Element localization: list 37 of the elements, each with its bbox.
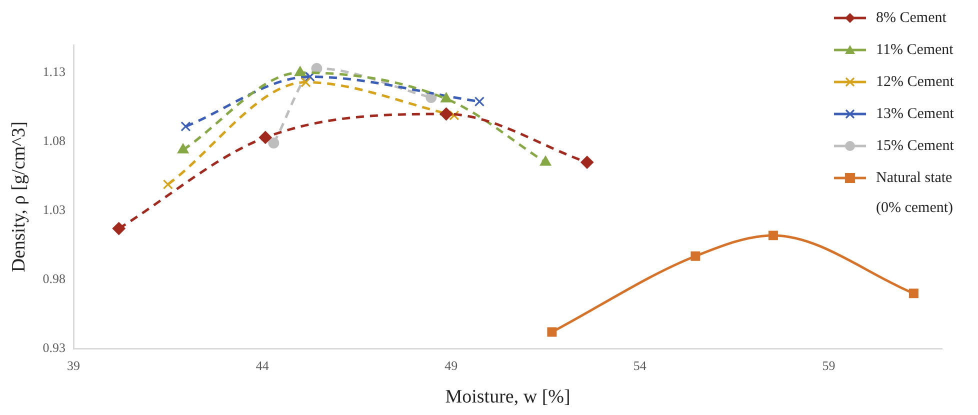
point	[768, 230, 778, 240]
legend-label: 11% Cement	[876, 41, 954, 60]
x-tick-label: 59	[822, 358, 836, 373]
point	[449, 110, 460, 120]
point	[300, 77, 311, 88]
point	[112, 222, 126, 236]
point	[162, 179, 173, 190]
x-axis-title: Moisture, w [%]	[445, 386, 570, 408]
legend-label: Natural state (0% cement)	[876, 169, 954, 218]
point	[547, 327, 557, 337]
y-tick-label: 1.13	[42, 64, 66, 80]
point	[258, 130, 272, 144]
point	[294, 66, 306, 76]
legend-label: 12% Cement	[876, 73, 954, 92]
x-tick-label: 54	[633, 358, 647, 373]
y-tick-label: 1.03	[42, 202, 66, 218]
x-tick-label: 49	[444, 358, 458, 373]
point	[440, 92, 452, 102]
point	[180, 121, 191, 132]
legend-label: 15% Cement	[876, 137, 954, 156]
y-tick-label: 1.08	[42, 133, 66, 148]
x-tick-label: 39	[67, 358, 80, 373]
y-tick-label: 0.98	[42, 271, 66, 286]
legend-label: 8% Cement	[876, 9, 946, 28]
point	[580, 156, 594, 169]
legend-label: 13% Cement	[876, 105, 954, 124]
point	[908, 288, 918, 298]
point	[304, 72, 315, 82]
point	[268, 137, 280, 148]
point	[690, 251, 700, 261]
point	[474, 96, 484, 107]
point	[540, 156, 552, 166]
y-tick-label: 0.93	[42, 340, 66, 356]
point	[440, 108, 453, 120]
y-axis-title: Density, ρ [g/cm^3]	[8, 121, 30, 272]
x-tick-label: 44	[256, 358, 270, 373]
point	[177, 143, 189, 154]
